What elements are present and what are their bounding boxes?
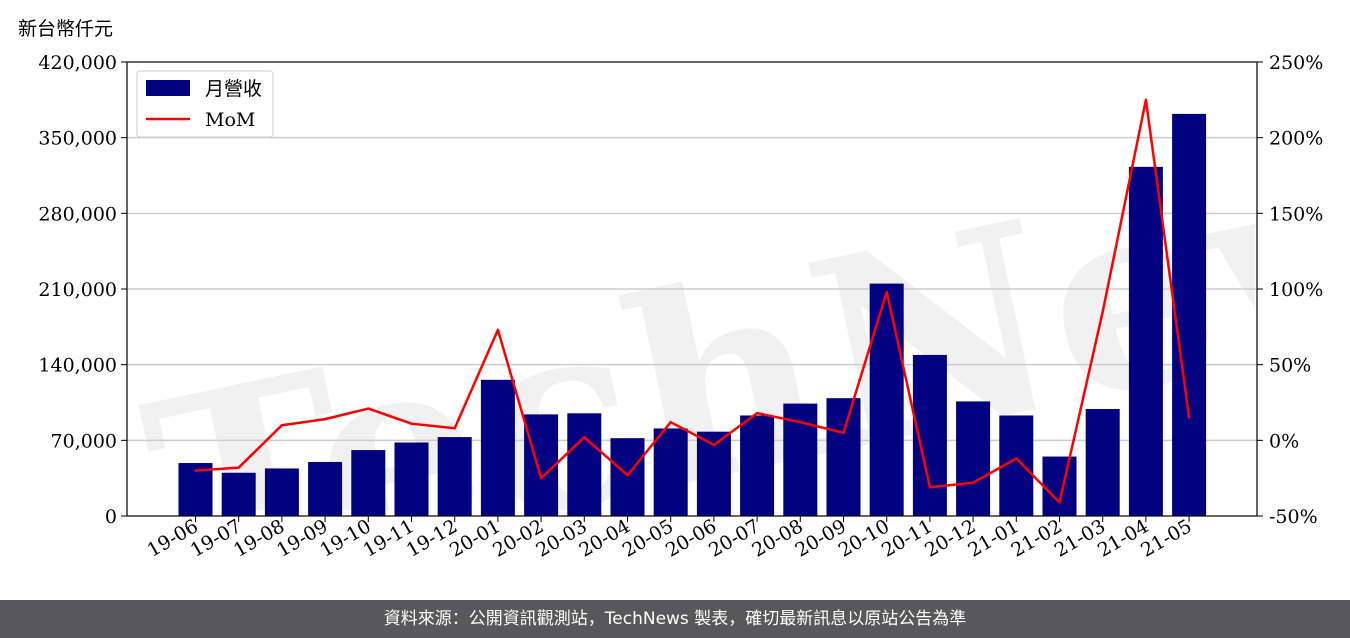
plot-frame — [126, 61, 1258, 517]
mom-point-21-03 — [1101, 310, 1104, 313]
bar-19-06 — [178, 463, 213, 516]
bar-19-07 — [221, 472, 256, 516]
bar-20-09 — [826, 398, 861, 516]
left-tick-label: 280,000 — [38, 203, 117, 225]
left-tick-label: 140,000 — [38, 355, 117, 377]
x-tick-label: 21-05 — [1137, 515, 1195, 561]
revenue-chart: 0 70,000 140,000 210,000 280,000 350,000 420,0… — [38, 52, 1323, 562]
bar-19-11 — [394, 442, 429, 516]
mom-point-21-02 — [1058, 501, 1061, 504]
mom-point-20-08 — [799, 420, 802, 424]
right-tick-label: 150% — [1269, 203, 1323, 225]
right-tick-label: 50% — [1269, 355, 1311, 377]
left-tick-label: 210,000 — [38, 279, 117, 301]
y-axis-unit-label: 新台幣仟元 — [18, 18, 114, 40]
mom-point-20-11 — [928, 486, 932, 489]
left-tick-label: 70,000 — [51, 430, 117, 452]
bar-19-10 — [351, 450, 386, 516]
mom-point-20-04 — [626, 473, 629, 477]
mom-point-19-11 — [410, 422, 413, 425]
mom-point-20-12 — [971, 481, 975, 484]
left-tick-label: 0 — [105, 506, 117, 528]
bar-20-03 — [567, 413, 602, 516]
bar-20-05 — [653, 428, 688, 516]
mom-point-20-10 — [885, 290, 888, 294]
bar-20-07 — [740, 415, 775, 516]
mom-point-19-12 — [453, 427, 456, 430]
mom-point-20-02 — [539, 476, 543, 480]
bar-19-08 — [264, 468, 299, 516]
mom-point-20-01 — [496, 328, 500, 332]
mom-point-20-06 — [712, 443, 716, 447]
mom-point-20-03 — [583, 436, 586, 439]
right-tick-label: 200% — [1269, 128, 1323, 150]
legend-label-revenue: 月營收 — [205, 78, 262, 100]
mom-point-19-09 — [323, 417, 327, 421]
right-tick-label: 250% — [1269, 52, 1323, 74]
mom-point-20-09 — [842, 431, 845, 434]
mom-line — [195, 98, 1191, 504]
mom-point-21-01 — [1015, 457, 1018, 460]
right-tick-label: 0% — [1269, 430, 1299, 452]
right-tick-label: -50% — [1269, 506, 1318, 528]
mom-point-20-05 — [669, 420, 672, 424]
bar-20-12 — [956, 401, 991, 516]
bar-21-02 — [1042, 456, 1077, 516]
mom-point-20-07 — [755, 411, 759, 415]
mom-point-19-06 — [194, 469, 197, 472]
mom-point-21-05 — [1187, 416, 1191, 419]
bar-20-10 — [869, 283, 904, 516]
mom-point-19-07 — [237, 466, 240, 469]
footer-source-note: 資料來源：公開資訊觀測站，TechNews 製表，確切最新訊息以原站公告為準 — [0, 600, 1350, 638]
mom-point-19-08 — [280, 424, 284, 427]
left-tick-label: 420,000 — [38, 52, 117, 74]
mom-point-21-04 — [1144, 98, 1148, 102]
left-tick-label: 350,000 — [38, 128, 117, 150]
bar-20-01 — [480, 379, 515, 516]
bar-19-12 — [437, 437, 472, 516]
bar-20-02 — [524, 414, 559, 516]
bar-21-05 — [1172, 113, 1207, 516]
bar-21-03 — [1085, 408, 1120, 516]
bar-20-04 — [610, 438, 645, 516]
legend-label-mom: MoM — [205, 109, 255, 131]
legend-swatch-bar — [146, 80, 190, 96]
right-tick-label: 100% — [1269, 279, 1323, 301]
bar-21-04 — [1128, 166, 1163, 516]
bar-19-09 — [308, 461, 343, 516]
mom-point-19-10 — [367, 407, 370, 410]
